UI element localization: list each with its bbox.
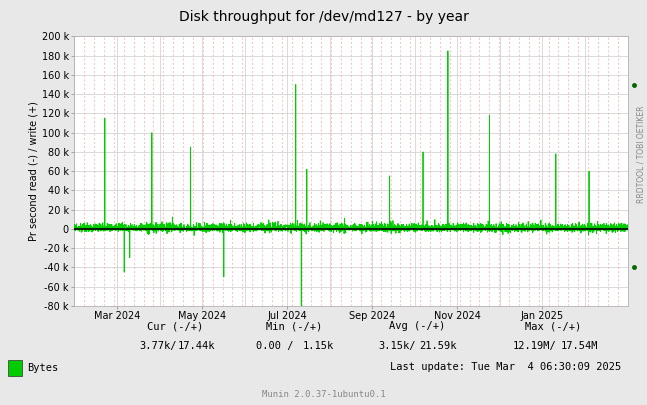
Text: Min (-/+): Min (-/+) [267, 321, 322, 331]
Text: 17.54M: 17.54M [560, 341, 598, 351]
Text: 17.44k: 17.44k [178, 341, 215, 351]
Text: 21.59k: 21.59k [419, 341, 457, 351]
Text: RRDTOOL / TOBI OETIKER: RRDTOOL / TOBI OETIKER [637, 105, 646, 202]
Text: 3.15k/: 3.15k/ [378, 341, 416, 351]
Text: Max (-/+): Max (-/+) [525, 321, 581, 331]
Text: 3.77k/: 3.77k/ [139, 341, 177, 351]
Text: 12.19M/: 12.19M/ [513, 341, 557, 351]
Text: Disk throughput for /dev/md127 - by year: Disk throughput for /dev/md127 - by year [179, 10, 468, 24]
Text: 0.00 /: 0.00 / [256, 341, 293, 351]
Text: Bytes: Bytes [27, 363, 58, 373]
Text: 1.15k: 1.15k [303, 341, 334, 351]
Y-axis label: Pr second read (-) / write (+): Pr second read (-) / write (+) [29, 101, 39, 241]
Text: Cur (-/+): Cur (-/+) [147, 321, 203, 331]
Text: Munin 2.0.37-1ubuntu0.1: Munin 2.0.37-1ubuntu0.1 [261, 390, 386, 399]
Text: Last update: Tue Mar  4 06:30:09 2025: Last update: Tue Mar 4 06:30:09 2025 [390, 362, 621, 371]
Text: Avg (-/+): Avg (-/+) [389, 321, 445, 331]
